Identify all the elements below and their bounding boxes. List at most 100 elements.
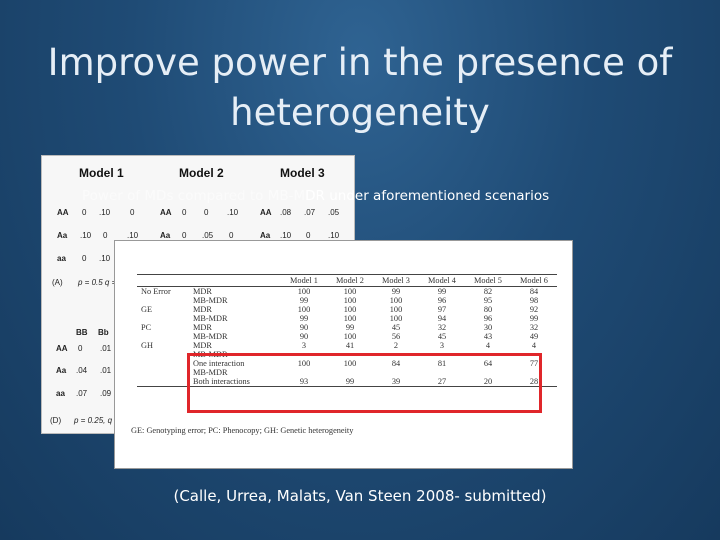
power-cell: 82 xyxy=(483,287,493,296)
power-cell: 100 xyxy=(343,296,357,305)
m2-cell: 0 xyxy=(229,231,234,240)
power-cell: 81 xyxy=(437,359,447,368)
m1-cell: .10 xyxy=(99,208,111,217)
power-cell: 100 xyxy=(343,305,357,314)
method-cell: MDR xyxy=(193,305,212,314)
m2-cell: 0 xyxy=(182,231,187,240)
power-cell: 84 xyxy=(529,287,539,296)
scenario-cell xyxy=(137,296,193,305)
power-cell: 41 xyxy=(345,341,355,350)
col-bb: BB xyxy=(76,328,88,337)
col-header: Model 2 xyxy=(327,274,373,287)
row-label-aa-lower: aa xyxy=(57,254,66,263)
method-cell: MB-MDR xyxy=(193,368,228,377)
m1-cell: 0 xyxy=(103,231,108,240)
lower-cell: 0 xyxy=(78,344,83,353)
power-cell: 45 xyxy=(391,323,401,332)
scenario-cell: GH xyxy=(141,341,153,350)
method-cell: MDR xyxy=(193,287,212,296)
method-cell: MB-MDR xyxy=(193,296,228,305)
m3-cell: .07 xyxy=(304,208,316,217)
m1-cell: 0 xyxy=(130,208,135,217)
m1-cell: .10 xyxy=(80,231,92,240)
power-cell: 43 xyxy=(483,332,493,341)
row-label-aa-mixed: Aa xyxy=(57,231,68,240)
power-cell: 4 xyxy=(485,341,491,350)
subtitle-overlapped-part: Power of MDs compared to MB-M xyxy=(82,188,306,204)
panel-label-d: (D) xyxy=(50,416,62,425)
power-cell: 97 xyxy=(437,305,447,314)
lower-cell: .01 xyxy=(100,366,112,375)
m2-cell: 0 xyxy=(204,208,209,217)
method-cell: Both interactions xyxy=(193,377,281,387)
scenario-cell: GE xyxy=(141,305,153,314)
panel-d-caption: p = 0.25, q xyxy=(74,416,113,425)
power-cell: 90 xyxy=(299,323,309,332)
col-header: Model 1 xyxy=(281,274,327,287)
lower-cell: .07 xyxy=(76,389,88,398)
m1-cell: .10 xyxy=(127,231,139,240)
m3-row-label: AA xyxy=(260,208,272,217)
lower-cell: .01 xyxy=(100,344,112,353)
table-row: Both interactions 93 99 39 27 20 28 xyxy=(137,377,557,387)
power-cell: 4 xyxy=(531,341,537,350)
method-cell: MDR xyxy=(193,323,212,332)
power-cell: 49 xyxy=(529,332,539,341)
power-cell: 100 xyxy=(297,359,311,368)
scenario-cell xyxy=(137,377,193,387)
power-cell: 100 xyxy=(389,314,403,323)
slide-title: Improve power in the presence of heterog… xyxy=(47,41,673,134)
m2-cell: .05 xyxy=(202,231,214,240)
power-cell: 99 xyxy=(299,314,309,323)
power-cell: 100 xyxy=(343,332,357,341)
m2-row-label: Aa xyxy=(160,231,171,240)
m1-cell: .10 xyxy=(99,254,111,263)
lower-row-label: aa xyxy=(56,389,65,398)
col-bb-mixed: Bb xyxy=(98,328,109,337)
col-header: Model 5 xyxy=(465,274,511,287)
table-row: GE MDR 100 100 100 97 80 92 xyxy=(137,305,557,314)
scenario-cell xyxy=(137,359,193,368)
power-cell: 99 xyxy=(391,287,401,296)
scenario-cell: PC xyxy=(141,323,152,332)
power-table-figure: Model 1 Model 2 Model 3 Model 4 Model 5 … xyxy=(114,240,573,469)
power-cell: 95 xyxy=(483,296,493,305)
power-cell: 77 xyxy=(529,359,539,368)
table-header-row: Model 1 Model 2 Model 3 Model 4 Model 5 … xyxy=(137,274,557,287)
scenario-cell xyxy=(137,368,193,377)
power-cell: 99 xyxy=(437,287,447,296)
heterogeneity-highlight-box xyxy=(187,353,542,413)
power-cell: 92 xyxy=(529,305,539,314)
power-cell: 100 xyxy=(297,305,311,314)
row-label-aa-upper: AA xyxy=(57,208,69,217)
power-cell: 30 xyxy=(483,323,493,332)
col-header xyxy=(137,274,193,287)
m3-row-label: Aa xyxy=(260,231,271,240)
scenario-cell xyxy=(137,314,193,323)
table-row: MB-MDR 90 100 56 45 43 49 xyxy=(137,332,557,341)
col-header: Model 4 xyxy=(419,274,465,287)
m1-cell: 0 xyxy=(82,208,87,217)
col-header: Model 6 xyxy=(511,274,557,287)
subtitle-visible-part: DR under aforementioned scenarios xyxy=(305,188,550,204)
power-cell: 3 xyxy=(439,341,445,350)
lower-cell: .09 xyxy=(100,389,112,398)
power-cell: 99 xyxy=(529,314,539,323)
power-cell: 80 xyxy=(483,305,493,314)
m3-cell: .05 xyxy=(328,208,340,217)
power-cell: 20 xyxy=(465,377,511,387)
power-cell: 32 xyxy=(529,323,539,332)
scenario-cell: No Error xyxy=(141,287,171,296)
table-row: GH MDR 3 41 2 3 4 4 xyxy=(137,341,557,350)
power-cell: 32 xyxy=(437,323,447,332)
power-cell: 99 xyxy=(299,296,309,305)
panel-a-caption: p = 0.5 q = xyxy=(78,278,117,287)
power-cell: 94 xyxy=(437,314,447,323)
power-cell: 100 xyxy=(297,287,311,296)
power-cell: 3 xyxy=(301,341,307,350)
power-cell: 93 xyxy=(281,377,327,387)
col-header: Model 3 xyxy=(373,274,419,287)
power-cell: 99 xyxy=(327,377,373,387)
model-3-heading: Model 3 xyxy=(280,166,325,180)
power-cell: 56 xyxy=(391,332,401,341)
